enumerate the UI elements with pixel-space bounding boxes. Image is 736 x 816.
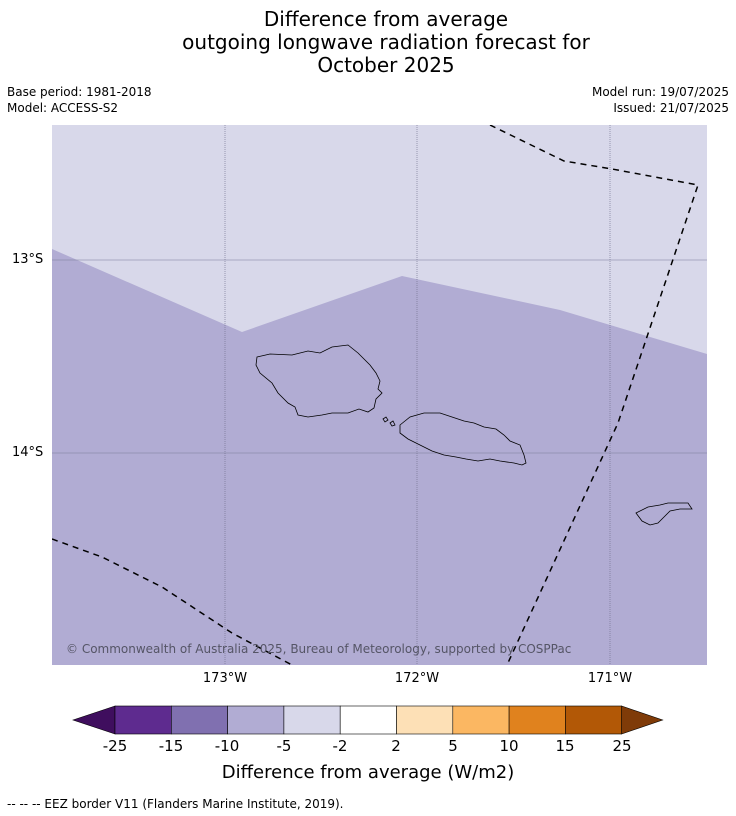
eez-border-east xyxy=(489,125,699,665)
islands xyxy=(255,344,693,526)
lon-label-171w: 171°W xyxy=(587,671,633,686)
colorbar-tick: 10 xyxy=(499,737,519,755)
meta-left: Base period: 1981-2018 Model: ACCESS-S2 xyxy=(7,84,152,116)
title-line-3: October 2025 xyxy=(317,53,455,77)
colorbar-segment xyxy=(508,705,566,735)
island-tutuila xyxy=(635,502,693,526)
island-upolu xyxy=(399,412,527,466)
map-panel: © Commonwealth of Australia 2025, Bureau… xyxy=(52,125,707,665)
colorbar-label: Difference from average (W/m2) xyxy=(221,762,515,783)
eez-border-southwest xyxy=(52,538,293,665)
colorbar-segment xyxy=(565,705,622,735)
base-period: Base period: 1981-2018 xyxy=(7,85,152,99)
island-apolima xyxy=(382,416,389,423)
lon-label-172w: 172°W xyxy=(394,671,440,686)
map-svg: © Commonwealth of Australia 2025, Bureau… xyxy=(52,125,707,665)
eez-border xyxy=(52,125,699,665)
model-name: Model: ACCESS-S2 xyxy=(7,101,119,115)
lon-label-173w: 173°W xyxy=(202,671,248,686)
meridians xyxy=(224,125,611,665)
lat-label-14s: 14°S xyxy=(12,445,44,460)
copyright-text: © Commonwealth of Australia 2025, Bureau… xyxy=(66,642,571,656)
lat-label-13s: 13°S xyxy=(12,252,44,267)
colorbar-segment xyxy=(171,705,228,735)
issued-date: Issued: 21/07/2025 xyxy=(613,101,729,115)
colorbar-tick: 5 xyxy=(448,737,458,755)
colorbar-tick: 25 xyxy=(612,737,632,755)
colorbar-extend-high xyxy=(621,705,664,735)
gridlines xyxy=(52,259,707,454)
model-run: Model run: 19/07/2025 xyxy=(591,85,729,99)
meta-right: Model run: 19/07/2025 Issued: 21/07/2025 xyxy=(592,84,729,116)
chart-title: Difference from average outgoing longwav… xyxy=(0,8,736,77)
colorbar-tick: -10 xyxy=(214,737,240,755)
colorbar-tick: 2 xyxy=(391,737,401,755)
region-minus5-to-minus2 xyxy=(52,125,707,354)
colorbar-segment xyxy=(114,705,172,735)
colorbar-tick: 15 xyxy=(555,737,575,755)
eez-footnote: -- -- -- EEZ border V11 (Flanders Marine… xyxy=(7,797,344,811)
title-line-1: Difference from average xyxy=(263,7,509,31)
colorbar-segment xyxy=(339,705,397,735)
title-line-2: outgoing longwave radiation forecast for xyxy=(182,30,590,54)
island-manono xyxy=(389,420,396,427)
colorbar-segment xyxy=(396,705,454,735)
island-savaii xyxy=(255,344,383,418)
colorbar-tick: -5 xyxy=(276,737,292,755)
colorbar-extend-low xyxy=(72,705,116,735)
colorbar-tick: -25 xyxy=(102,737,128,755)
colorbar-tick: -2 xyxy=(332,737,348,755)
colorbar-segment xyxy=(452,705,510,735)
colorbar xyxy=(72,705,664,735)
colorbar-segment xyxy=(227,705,285,735)
colorbar-segment xyxy=(283,705,341,735)
colorbar-tick: -15 xyxy=(158,737,184,755)
